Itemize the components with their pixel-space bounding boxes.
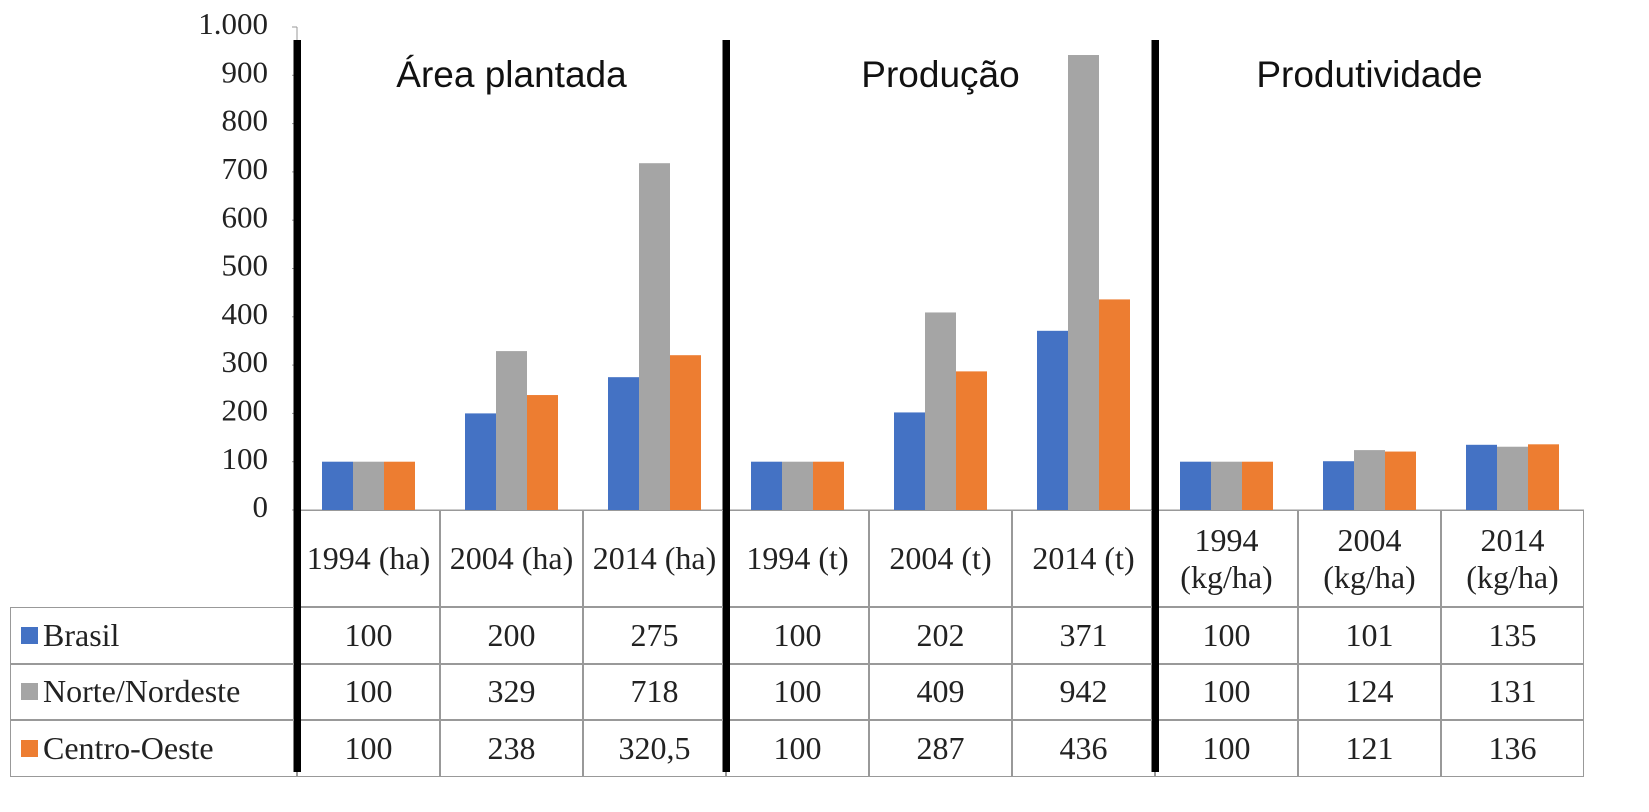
y-tick-label: 300 xyxy=(222,344,269,379)
legend-entry: Brasil xyxy=(10,607,297,664)
category-label: 2004 (ha) xyxy=(440,510,583,607)
legend-label: Brasil xyxy=(43,616,120,653)
bar xyxy=(639,163,670,510)
bar xyxy=(1180,461,1211,510)
group-title: Área plantada xyxy=(396,54,627,95)
bar xyxy=(322,461,353,510)
legend-entry: Centro-Oeste xyxy=(10,720,297,777)
data-table-cell: 121 xyxy=(1298,720,1441,777)
bar xyxy=(496,351,527,510)
legend-swatch xyxy=(21,739,38,757)
y-tick-label: 200 xyxy=(222,393,269,428)
legend-swatch xyxy=(21,683,38,701)
bar xyxy=(1385,451,1416,510)
data-table-cell: 238 xyxy=(440,720,583,777)
bar xyxy=(1211,461,1242,510)
category-label: 2014 (kg/ha) xyxy=(1441,510,1584,607)
bar xyxy=(956,371,987,510)
y-tick-label: 800 xyxy=(222,103,269,138)
data-table-cell: 202 xyxy=(869,607,1012,664)
data-table-cell: 100 xyxy=(726,663,869,720)
group-divider xyxy=(722,40,730,772)
bar xyxy=(1099,299,1130,510)
data-table-cell: 131 xyxy=(1441,663,1584,720)
data-table-cell: 100 xyxy=(1155,720,1298,777)
category-label: 1994 (kg/ha) xyxy=(1155,510,1298,607)
category-label: 1994 (t) xyxy=(726,510,869,607)
y-tick-label: 600 xyxy=(222,199,269,234)
bar xyxy=(1242,461,1273,510)
data-table-cell: 100 xyxy=(297,663,440,720)
group-title: Produção xyxy=(861,54,1019,95)
bar xyxy=(1528,444,1559,510)
bar xyxy=(751,461,782,510)
y-tick-label: 0 xyxy=(253,489,269,524)
legend-label: Norte/Nordeste xyxy=(43,673,241,710)
data-table-cell: 100 xyxy=(726,607,869,664)
data-table-cell: 100 xyxy=(1155,663,1298,720)
bar xyxy=(1497,446,1528,510)
y-tick-label: 700 xyxy=(222,151,269,186)
group-divider xyxy=(293,40,301,772)
data-table-cell: 287 xyxy=(869,720,1012,777)
bar xyxy=(1354,450,1385,510)
data-table-cell: 275 xyxy=(583,607,726,664)
data-table-cell: 329 xyxy=(440,663,583,720)
bar xyxy=(1068,55,1099,510)
y-tick-label: 100 xyxy=(222,441,269,476)
bar xyxy=(782,461,813,510)
bar xyxy=(384,461,415,510)
group-title: Produtividade xyxy=(1256,54,1482,95)
category-label: 2014 (ha) xyxy=(583,510,726,607)
data-table-cell: 436 xyxy=(1012,720,1155,777)
bar xyxy=(608,377,639,510)
data-table-cell: 371 xyxy=(1012,607,1155,664)
bar xyxy=(353,461,384,510)
bar xyxy=(465,413,496,510)
data-table-cell: 320,5 xyxy=(583,720,726,777)
bar xyxy=(1323,461,1354,510)
bar xyxy=(670,355,701,510)
data-table-cell: 124 xyxy=(1298,663,1441,720)
data-table-cell: 200 xyxy=(440,607,583,664)
category-label: 2004 (t) xyxy=(869,510,1012,607)
data-table-cell: 136 xyxy=(1441,720,1584,777)
data-table-cell: 100 xyxy=(297,607,440,664)
bar xyxy=(1037,330,1068,510)
bar xyxy=(1466,444,1497,510)
data-table-cell: 409 xyxy=(869,663,1012,720)
bar xyxy=(527,395,558,510)
data-table-cell: 718 xyxy=(583,663,726,720)
data-table-cell: 101 xyxy=(1298,607,1441,664)
data-table-cell: 100 xyxy=(1155,607,1298,664)
data-table-cell: 135 xyxy=(1441,607,1584,664)
y-tick-label: 500 xyxy=(222,248,269,283)
category-label: 2004 (kg/ha) xyxy=(1298,510,1441,607)
data-table-cell: 100 xyxy=(726,720,869,777)
data-table-cell: 100 xyxy=(297,720,440,777)
y-tick-label: 400 xyxy=(222,296,269,331)
bar xyxy=(925,312,956,510)
legend-entry: Norte/Nordeste xyxy=(10,663,297,720)
y-tick-label: 900 xyxy=(222,54,269,89)
category-label: 1994 (ha) xyxy=(297,510,440,607)
category-label: 2014 (t) xyxy=(1012,510,1155,607)
data-table-cell: 942 xyxy=(1012,663,1155,720)
group-divider xyxy=(1151,40,1159,772)
legend-swatch xyxy=(21,626,38,644)
legend-label: Centro-Oeste xyxy=(43,729,214,766)
bar xyxy=(813,461,844,510)
y-tick-label: 1.000 xyxy=(198,6,268,41)
bar xyxy=(894,412,925,510)
